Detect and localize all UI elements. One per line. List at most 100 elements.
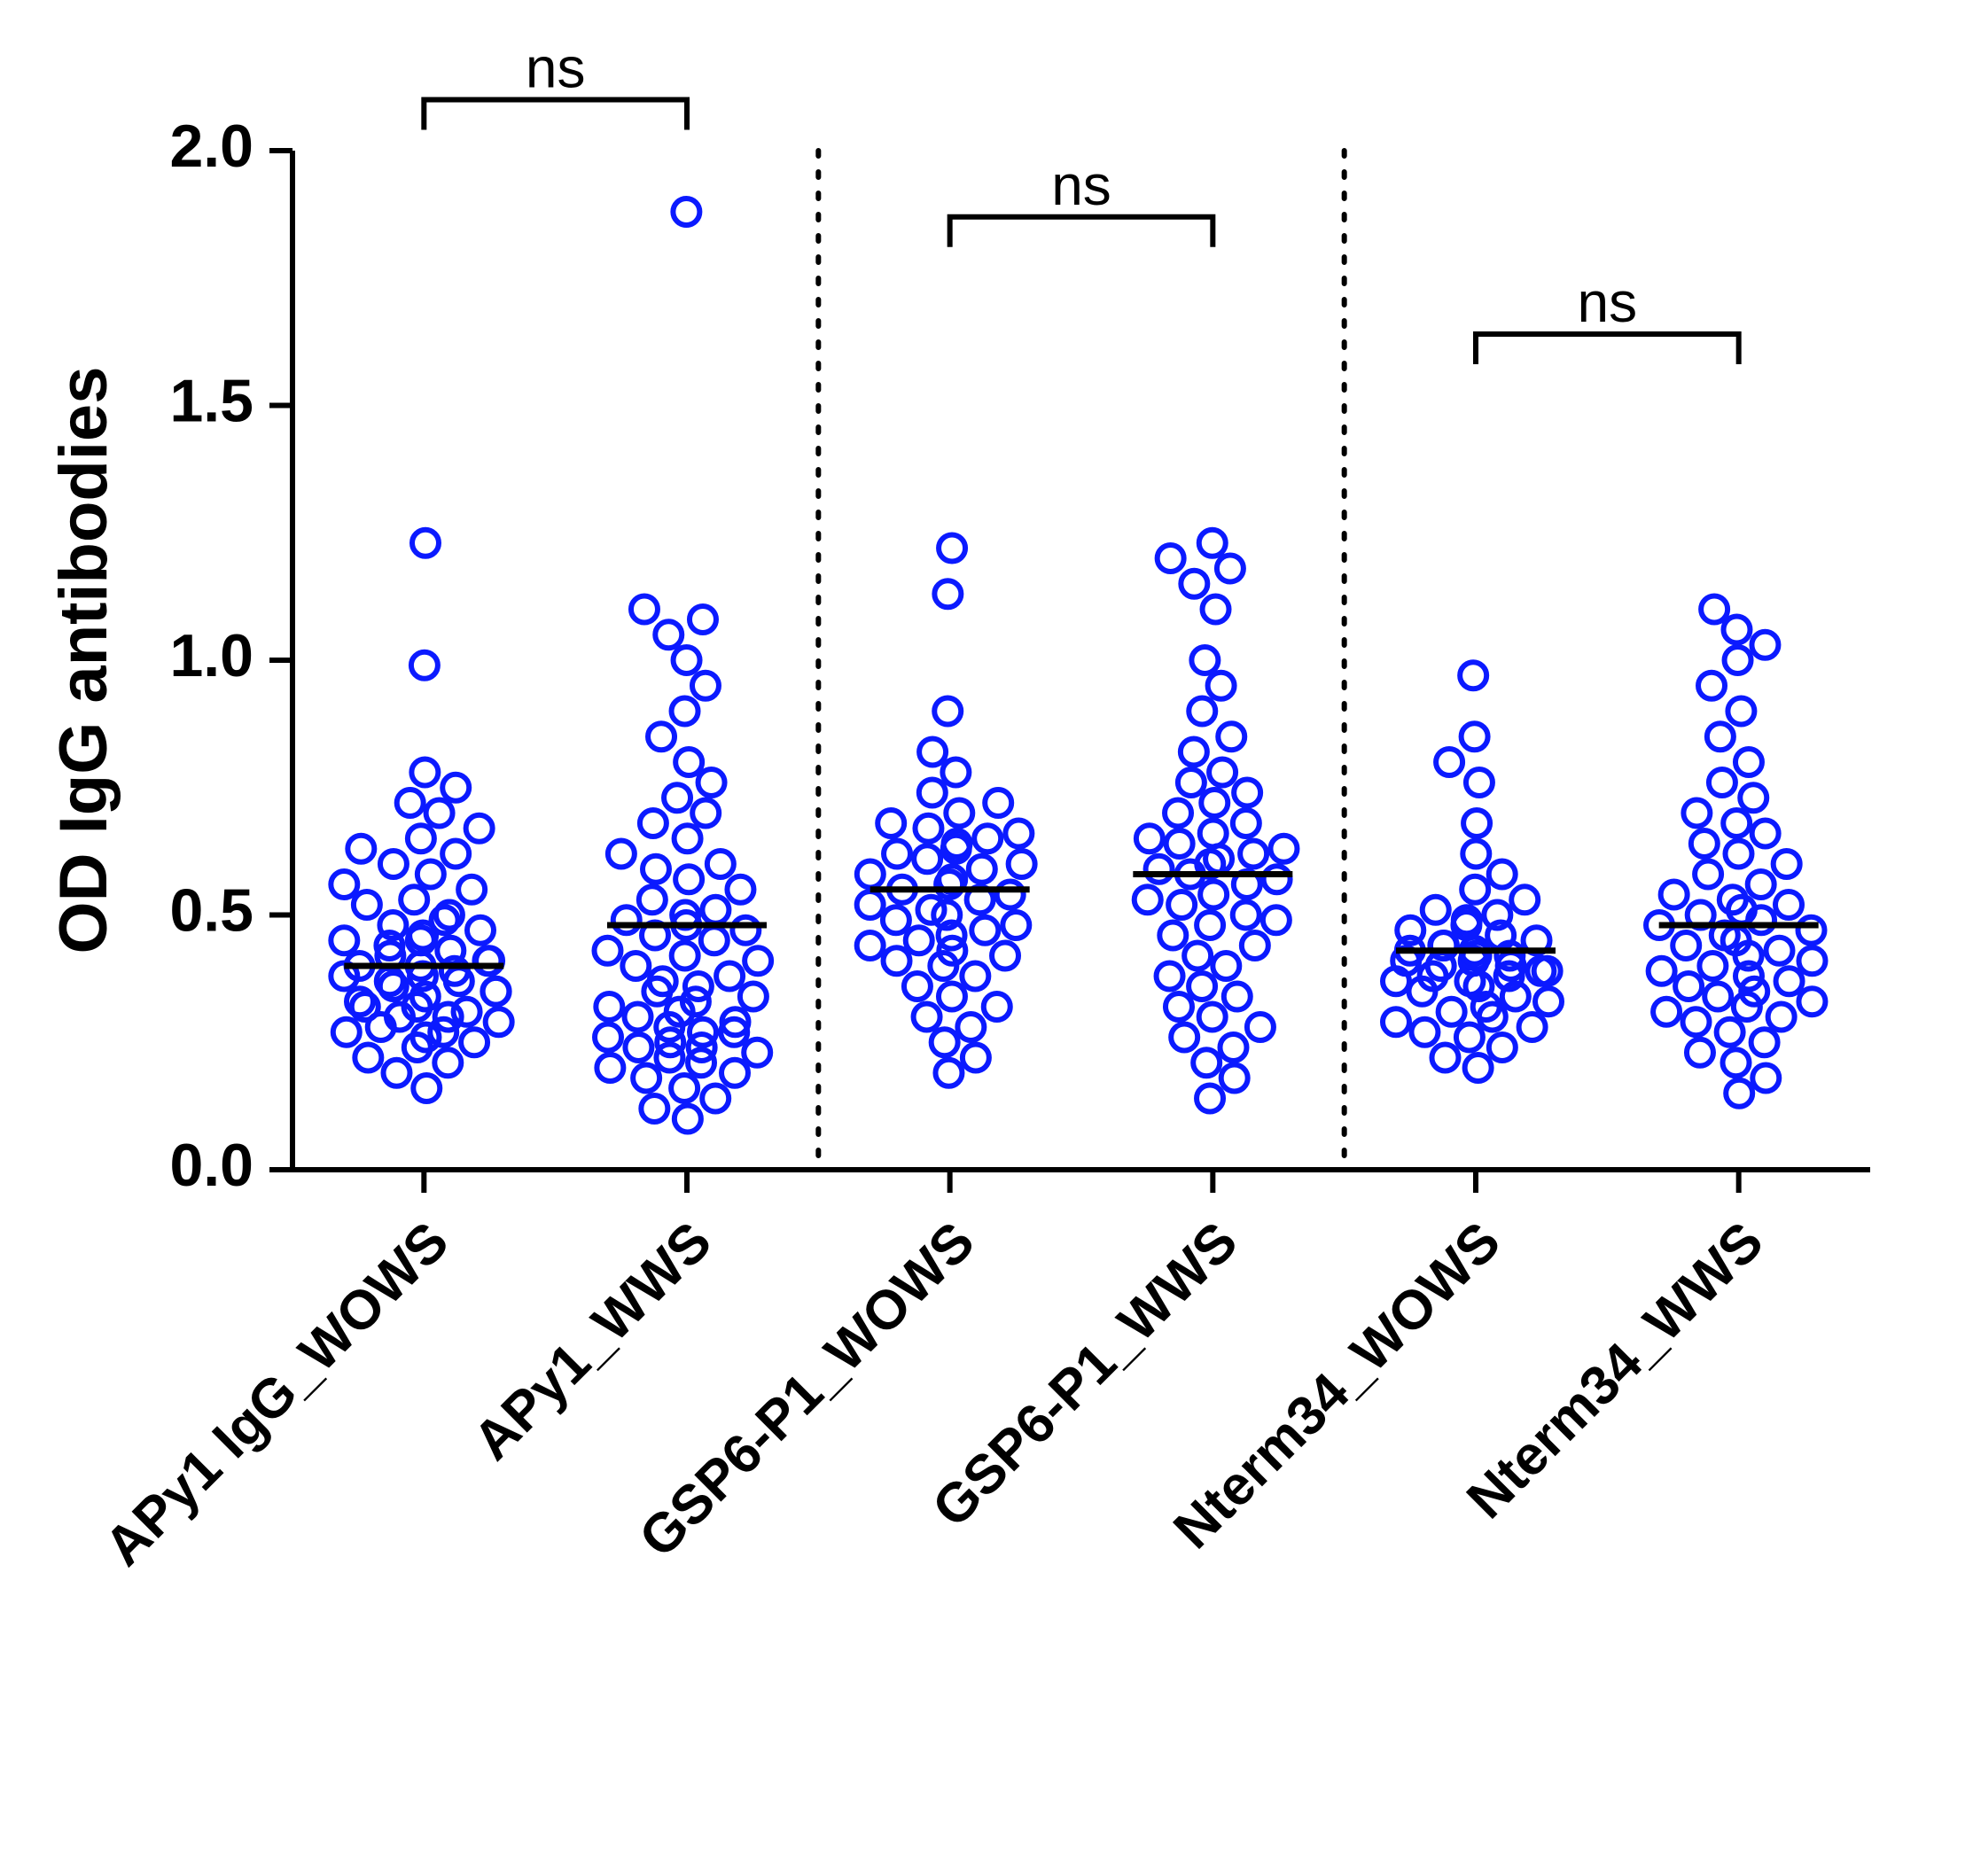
data-point [1725,841,1751,868]
data-point [672,943,698,969]
y-axis-label: OD IgG antibodies [46,367,121,954]
data-point [1727,698,1754,725]
data-point [906,927,932,954]
data-point [934,580,961,607]
data-point [442,841,469,868]
data-point [1751,1029,1778,1055]
data-point [1683,800,1710,827]
data-point [857,861,884,888]
chart-svg: 0.00.51.01.52.0OD IgG antibodiesAPy1 IgG… [0,0,1973,1876]
data-point [1217,556,1244,582]
data-point [1695,861,1721,888]
data-point [1200,821,1227,847]
data-point [466,815,493,842]
data-point [1752,1065,1779,1092]
data-point [633,1065,659,1092]
data-point [1158,545,1184,572]
data-point [672,698,698,725]
data-point [331,927,357,954]
data-point [1009,851,1035,877]
data-point [1191,647,1218,673]
comparison-bracket [1476,334,1739,364]
data-point [613,907,640,933]
data-point [1489,861,1516,888]
data-point [727,876,753,903]
data-point [1136,825,1163,852]
significance-label: ns [1578,270,1638,334]
data-point [596,993,622,1020]
data-point [483,978,510,1005]
data-point [461,1029,487,1055]
data-point [884,841,910,868]
data-point [716,963,743,990]
data-point [732,917,759,944]
data-point [740,984,767,1010]
data-point [883,907,909,933]
data-point [985,790,1011,816]
data-point [1519,1014,1546,1040]
data-point [1774,851,1800,877]
data-point [992,943,1018,969]
data-point [721,1060,748,1086]
data-point [417,861,444,888]
data-point [1687,1039,1713,1066]
data-point [413,1075,440,1101]
data-point [1768,1004,1795,1031]
data-point [354,891,380,918]
data-point [1701,596,1727,623]
data-point [675,749,702,775]
data-point [454,999,480,1025]
significance-label: ns [1051,153,1111,217]
data-point [971,917,998,944]
data-point [1717,1019,1743,1046]
comparison-bracket [424,100,687,130]
data-point [1704,984,1731,1010]
data-point [401,886,427,913]
data-point [1166,993,1192,1020]
data-point [1002,912,1029,938]
data-point [1199,530,1226,557]
data-point [1233,810,1259,837]
y-tick-label: 0.5 [169,876,253,944]
data-point [411,652,438,679]
x-category-label: APy1_WWS [462,1210,723,1472]
data-point [639,886,666,913]
data-point [914,845,940,872]
data-point [648,723,675,750]
data-point [1146,856,1173,883]
data-point [1723,617,1750,643]
significance-label: ns [526,36,586,100]
data-point [857,932,884,959]
data-point [974,825,1001,852]
data-point [915,815,941,842]
data-point [594,938,620,964]
data-point [935,1060,962,1086]
data-point [442,775,469,801]
data-point [1439,999,1465,1025]
data-point [597,1055,623,1081]
data-point [1462,841,1489,868]
data-point [963,1045,989,1071]
data-point [608,841,635,868]
data-point [1197,912,1223,938]
data-point [1725,647,1751,673]
data-point [1748,871,1774,898]
data-point [1463,810,1490,837]
data-point [1157,963,1183,990]
y-tick-label: 1.5 [169,367,253,434]
data-point [1221,1065,1248,1092]
data-point [675,1106,701,1133]
data-point [1168,891,1195,918]
data-point [1431,1045,1458,1071]
data-point [932,1029,958,1055]
data-point [1171,1024,1197,1051]
data-point [347,836,374,862]
data-point [692,800,719,827]
data-point [745,947,771,974]
data-point [675,825,701,852]
data-point [934,698,961,725]
data-point [942,759,969,786]
data-point [1709,769,1735,796]
data-point [1135,886,1161,913]
data-point [333,1019,360,1046]
